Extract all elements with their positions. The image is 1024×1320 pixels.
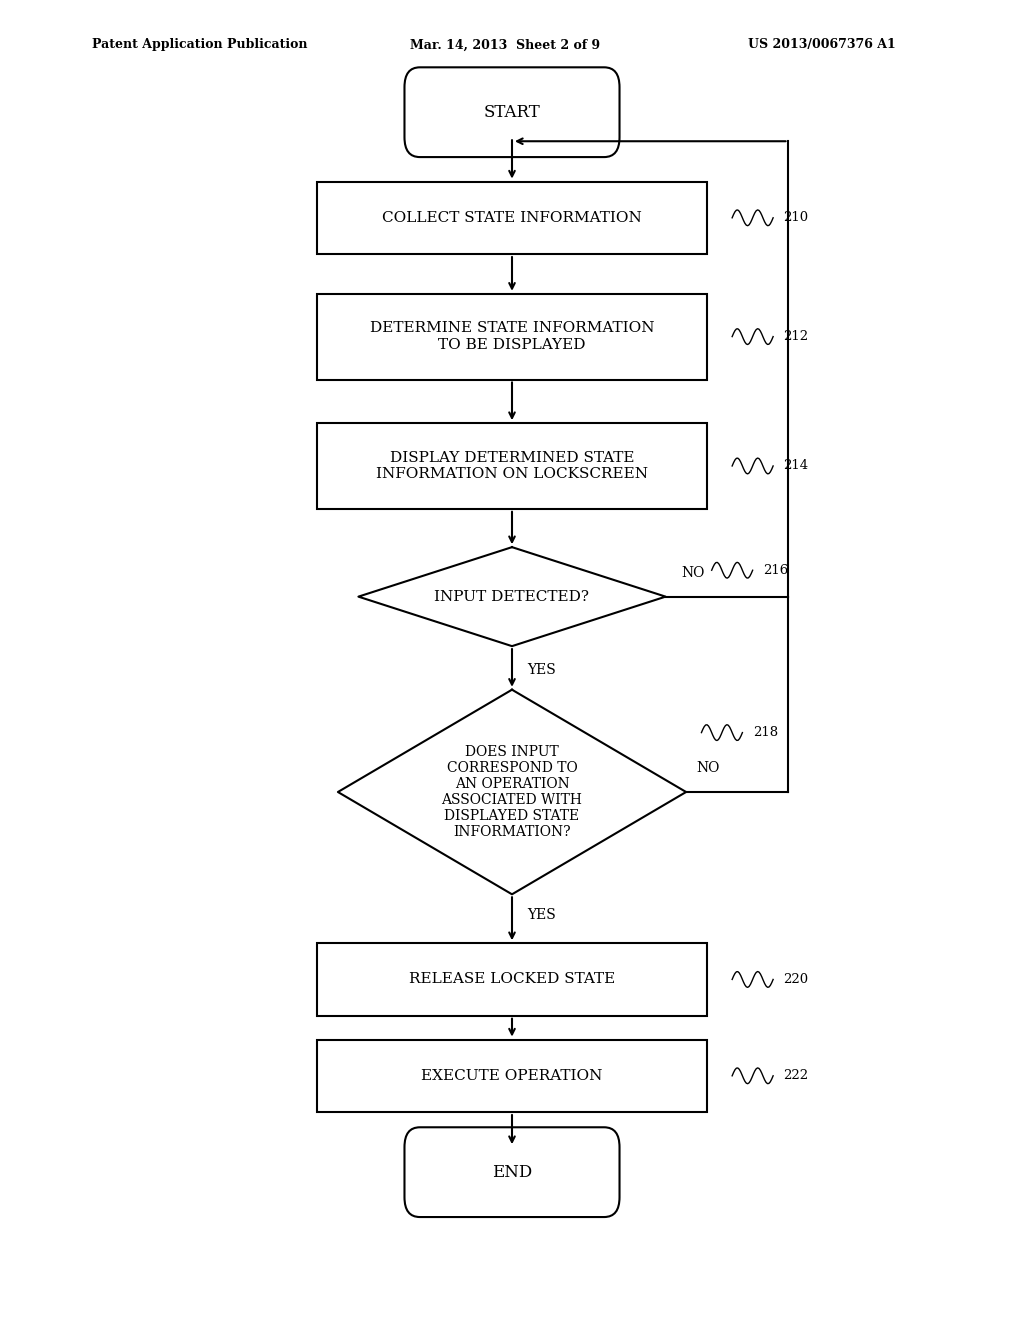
FancyBboxPatch shape <box>404 1127 620 1217</box>
FancyBboxPatch shape <box>317 422 707 508</box>
Text: DETERMINE STATE INFORMATION
TO BE DISPLAYED: DETERMINE STATE INFORMATION TO BE DISPLA… <box>370 322 654 351</box>
Text: YES: YES <box>527 908 556 923</box>
Text: Mar. 14, 2013  Sheet 2 of 9: Mar. 14, 2013 Sheet 2 of 9 <box>410 38 600 51</box>
Text: 218: 218 <box>753 726 778 739</box>
Text: COLLECT STATE INFORMATION: COLLECT STATE INFORMATION <box>382 211 642 224</box>
Text: FIG. 2: FIG. 2 <box>479 67 545 86</box>
Text: 222: 222 <box>783 1069 809 1082</box>
Text: YES: YES <box>527 663 556 677</box>
FancyBboxPatch shape <box>317 942 707 1016</box>
Text: INPUT DETECTED?: INPUT DETECTED? <box>434 590 590 603</box>
Text: EXECUTE OPERATION: EXECUTE OPERATION <box>421 1069 603 1082</box>
Text: 210: 210 <box>783 211 809 224</box>
FancyBboxPatch shape <box>404 67 620 157</box>
Text: DOES INPUT
CORRESPOND TO
AN OPERATION
ASSOCIATED WITH
DISPLAYED STATE
INFORMATIO: DOES INPUT CORRESPOND TO AN OPERATION AS… <box>441 744 583 840</box>
Text: US 2013/0067376 A1: US 2013/0067376 A1 <box>748 38 895 51</box>
Text: RELEASE LOCKED STATE: RELEASE LOCKED STATE <box>409 973 615 986</box>
FancyBboxPatch shape <box>317 1040 707 1111</box>
Text: NO: NO <box>696 762 720 775</box>
Text: Patent Application Publication: Patent Application Publication <box>92 38 307 51</box>
FancyBboxPatch shape <box>317 181 707 253</box>
Text: 214: 214 <box>783 459 809 473</box>
Text: NO: NO <box>681 566 705 579</box>
FancyBboxPatch shape <box>317 293 707 380</box>
Text: 216: 216 <box>763 564 788 577</box>
Text: DISPLAY DETERMINED STATE
INFORMATION ON LOCKSCREEN: DISPLAY DETERMINED STATE INFORMATION ON … <box>376 451 648 480</box>
Text: END: END <box>492 1164 532 1180</box>
Text: 212: 212 <box>783 330 809 343</box>
Text: 220: 220 <box>783 973 809 986</box>
Text: START: START <box>483 104 541 120</box>
